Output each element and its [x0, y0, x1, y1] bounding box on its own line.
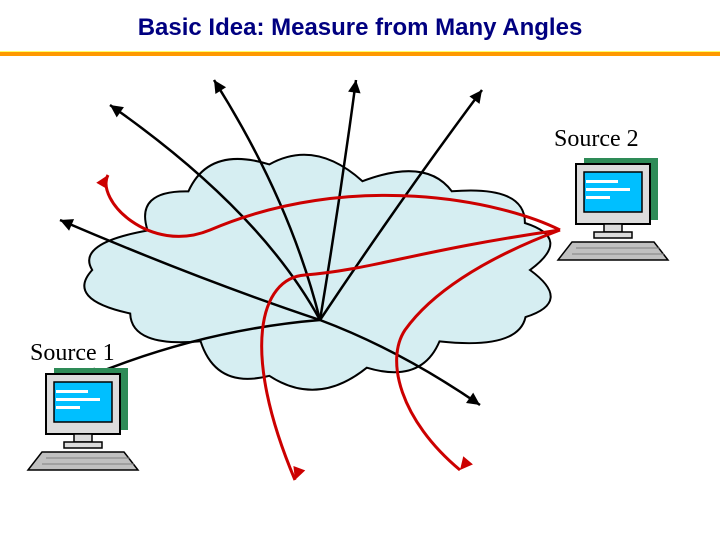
- network-cloud: [84, 155, 550, 390]
- slide: Basic Idea: Measure from Many Angles: [0, 0, 720, 540]
- label-source-1: Source 1: [30, 340, 115, 367]
- label-source-2: Source 2: [554, 126, 639, 153]
- computer-source-1: [28, 368, 138, 470]
- diagram-canvas: [0, 0, 720, 540]
- computer-source-2: [558, 158, 668, 260]
